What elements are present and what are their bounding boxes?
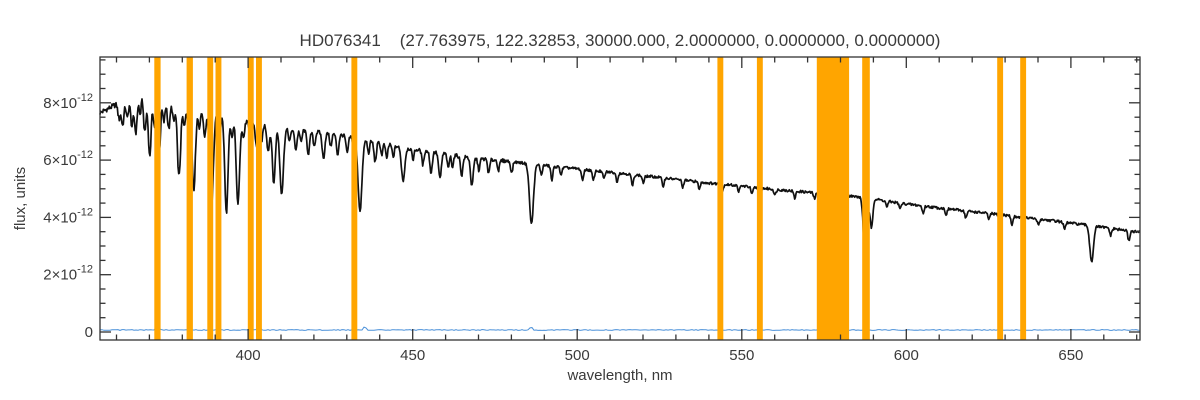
- masked-band: [756, 57, 763, 340]
- y-tick-label: 6×10-12: [43, 149, 93, 169]
- plot-frame: [99, 56, 1141, 341]
- spectrum-curve: [99, 98, 1141, 271]
- masked-band: [154, 57, 161, 340]
- x-tick-label: 400: [236, 347, 261, 364]
- x-tick-label: 450: [400, 347, 425, 364]
- reference-line-curve: [99, 320, 1141, 331]
- masked-band: [717, 57, 724, 340]
- y-axis-label: flux, units: [12, 166, 29, 231]
- masked-band: [186, 57, 193, 340]
- masked-band: [256, 57, 262, 340]
- masked-band: [1020, 57, 1027, 340]
- x-tick-label: 500: [565, 347, 590, 364]
- masked-band: [215, 57, 222, 340]
- masked-band: [816, 57, 850, 340]
- y-tick-label: 8×10-12: [43, 92, 93, 112]
- y-tick-label: 2×10-12: [43, 264, 93, 284]
- x-tick-label: 650: [1058, 347, 1083, 364]
- masked-band: [207, 57, 214, 340]
- masked-band: [351, 57, 358, 340]
- y-tick-label: 0: [85, 324, 93, 341]
- x-tick-label: 600: [894, 347, 919, 364]
- x-axis-label: wavelength, nm: [567, 367, 673, 384]
- masked-bands: [154, 57, 1027, 340]
- masked-band: [997, 57, 1004, 340]
- plot-axes: [99, 56, 1141, 341]
- masked-band: [862, 57, 870, 340]
- y-tick-label: 4×10-12: [43, 206, 93, 226]
- x-tick-label: 550: [729, 347, 754, 364]
- axis-tick-labels: 400 450 500 550 600 650 0 2×10-12 4×10-12 6×10-12…: [43, 92, 1083, 364]
- plot-title: HD076341 (27.763975, 122.32853, 30000.00…: [299, 31, 941, 50]
- masked-band: [247, 57, 254, 340]
